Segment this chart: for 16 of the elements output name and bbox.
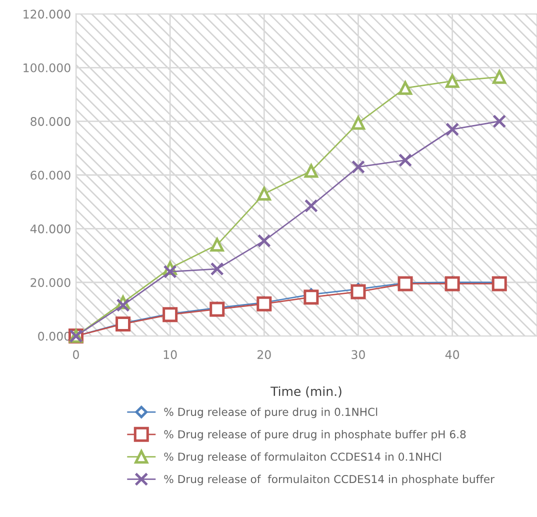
legend-label: % Drug release of formulaiton CCDES14 in phosphate buffer [164, 474, 495, 486]
legend-label: % Drug release of pure drug in 0.1NHCl [164, 408, 378, 418]
x-tick-label: 10 [164, 350, 177, 360]
x-tick-label: 20 [258, 350, 271, 360]
y-tick-label: 40.000 [30, 224, 70, 234]
x-tick-label: 30 [352, 350, 365, 360]
x-tick-label: 40 [445, 350, 460, 360]
legend-label: % Drug release of formulaiton CCDES14 in 0.1NHCl [164, 452, 441, 463]
x-tick-label: 0 [73, 350, 79, 360]
y-tick-label: 120.000 [24, 10, 70, 19]
legend-label: % Drug release of pure drug in phosphate buffer pH 6.8 [164, 430, 466, 440]
y-tick-label: 100.000 [24, 63, 70, 72]
x-axis-title: Time (min.) [270, 386, 342, 398]
y-tick-label: 80.000 [30, 117, 70, 126]
y-tick-label: 60.000 [30, 170, 70, 180]
y-tick-label: 20.000 [30, 278, 70, 288]
